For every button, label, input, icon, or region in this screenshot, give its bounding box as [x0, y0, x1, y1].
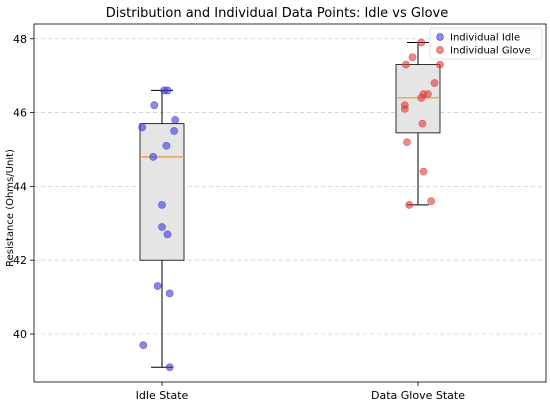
- data-point: [162, 141, 171, 150]
- legend-marker: [436, 46, 444, 54]
- y-tick-label: 44: [13, 180, 27, 193]
- data-point: [153, 282, 162, 290]
- legend-label: Individual Glove: [450, 46, 531, 57]
- legend-marker: [436, 33, 444, 41]
- data-point: [417, 93, 426, 102]
- x-tick-label: Data Glove State: [371, 389, 465, 402]
- y-tick-label: 46: [13, 107, 27, 120]
- point-layer: [138, 38, 444, 372]
- legend-label: Individual Idle: [450, 33, 520, 44]
- data-point: [408, 53, 417, 62]
- data-point: [149, 152, 158, 161]
- data-point: [419, 167, 428, 176]
- data-point: [163, 86, 172, 95]
- y-tick-label: 42: [13, 254, 27, 267]
- y-tick-label: 48: [13, 33, 27, 46]
- plot-frame: [33, 23, 547, 383]
- data-point: [165, 289, 174, 298]
- data-point: [436, 60, 444, 69]
- legend-box: [429, 27, 543, 60]
- data-point: [170, 127, 178, 135]
- data-point: [417, 38, 426, 47]
- data-point: [405, 200, 414, 209]
- box-layer: [139, 41, 441, 368]
- x-tick-label: Idle State: [136, 389, 189, 402]
- y-axis-label: Resistance (Ohms/Unit): [5, 149, 16, 267]
- data-point: [171, 116, 180, 124]
- data-point: [400, 104, 409, 113]
- data-point: [165, 363, 174, 372]
- data-point: [138, 123, 147, 132]
- data-point: [150, 101, 159, 110]
- data-point: [158, 200, 166, 209]
- data-point: [401, 60, 410, 69]
- axes: 40 42 44 46 48 Idle State Data Glove State: [13, 23, 547, 402]
- legend: Individual Idle Individual Glove: [429, 27, 543, 60]
- data-point: [430, 79, 439, 87]
- box-iqr: [139, 123, 185, 261]
- data-point: [139, 341, 148, 349]
- data-point: [418, 119, 427, 128]
- data-point: [158, 223, 166, 231]
- chart-title: Distribution and Individual Data Points:…: [106, 6, 449, 21]
- data-point: [427, 197, 436, 206]
- grid-lines: [34, 38, 546, 335]
- data-point: [403, 138, 411, 147]
- y-tick-label: 40: [13, 328, 27, 341]
- data-point: [163, 230, 172, 239]
